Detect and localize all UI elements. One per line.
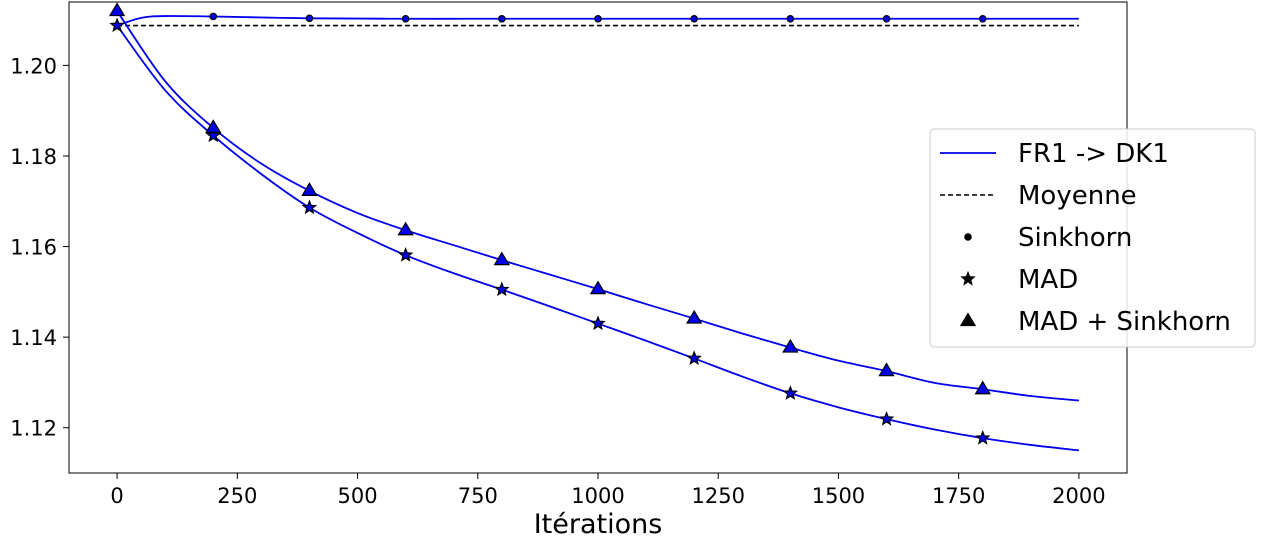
legend-label: FR1 -> DK1 xyxy=(1018,139,1169,169)
x-tick-label: 250 xyxy=(217,484,257,508)
y-tick-label: 1.18 xyxy=(10,145,57,169)
y-tick-label: 1.20 xyxy=(10,54,57,78)
marker-mad-sinkhorn xyxy=(301,182,318,196)
x-tick-label: 1250 xyxy=(692,484,745,508)
marker-mad xyxy=(301,199,318,215)
legend-label: MAD xyxy=(1018,265,1078,295)
marker-mad xyxy=(397,247,414,262)
marker-mad-sinkhorn xyxy=(397,221,414,236)
marker-mad-sinkhorn xyxy=(108,2,126,17)
x-tick-label: 1750 xyxy=(932,484,985,508)
legend: FR1 -> DK1 Moyenne Sinkhorn MAD MAD + Sinkho… xyxy=(929,128,1256,348)
marker-sinkhorn xyxy=(209,12,218,21)
marker-mad xyxy=(782,385,799,400)
x-tick-label: 750 xyxy=(458,484,498,508)
marker-sinkhorn xyxy=(978,14,987,23)
marker-mad-sinkhorn xyxy=(878,362,895,377)
marker-mad-sinkhorn xyxy=(589,280,607,295)
legend-box xyxy=(929,128,1256,348)
marker-mad xyxy=(974,429,991,445)
marker-mad-sinkhorn xyxy=(782,338,799,353)
marker-sinkhorn xyxy=(786,14,795,23)
y-tick-label: 1.16 xyxy=(10,236,57,260)
marker-sinkhorn xyxy=(594,14,602,23)
marker-mad xyxy=(494,281,510,297)
x-tick-label: 0 xyxy=(110,484,123,508)
legend-label: Sinkhorn xyxy=(1018,223,1132,253)
marker-mad-sinkhorn xyxy=(974,380,991,395)
marker-mad xyxy=(109,17,125,33)
marker-sinkhorn xyxy=(305,14,314,23)
markers-group xyxy=(108,2,991,445)
x-tick-label: 1500 xyxy=(812,484,865,508)
marker-sinkhorn xyxy=(401,14,410,23)
marker-mad xyxy=(878,410,895,426)
marker-mad-sinkhorn xyxy=(686,309,703,324)
legend-handle-star xyxy=(960,270,976,286)
x-axis: 0 250 500 750 1000 1250 1500 1750 2000 xyxy=(110,473,1106,508)
marker-sinkhorn xyxy=(498,14,506,23)
legend-label: MAD + Sinkhorn xyxy=(1018,307,1231,337)
x-axis-label: Itérations xyxy=(534,509,663,538)
x-tick-label: 1000 xyxy=(571,484,624,508)
marker-mad-sinkhorn xyxy=(205,119,222,134)
x-tick-label: 500 xyxy=(337,484,377,508)
marker-mad xyxy=(686,350,702,366)
legend-handle-dot xyxy=(964,233,972,241)
legend-label: Moyenne xyxy=(1018,181,1137,211)
marker-sinkhorn xyxy=(690,14,698,23)
marker-mad xyxy=(205,127,222,143)
legend-handle-triangle xyxy=(959,312,977,327)
y-axis: 1.12 1.14 1.16 1.18 1.20 xyxy=(10,54,69,441)
marker-mad-sinkhorn xyxy=(493,251,510,266)
y-tick-label: 1.12 xyxy=(10,417,57,441)
marker-mad xyxy=(590,315,606,331)
marker-sinkhorn xyxy=(882,14,891,23)
y-tick-label: 1.14 xyxy=(10,326,57,350)
x-tick-label: 2000 xyxy=(1052,484,1105,508)
